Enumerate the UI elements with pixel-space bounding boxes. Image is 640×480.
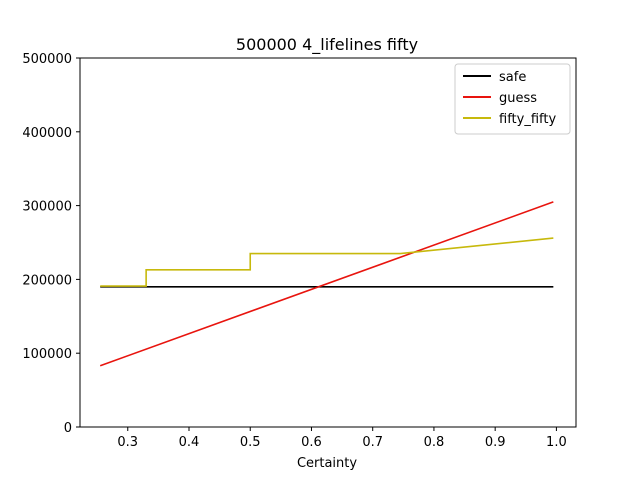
y-tick-label: 400000 <box>22 126 72 141</box>
legend-label-safe: safe <box>499 70 526 85</box>
series-line-fifty_fifty <box>100 237 554 287</box>
y-tick-label: 200000 <box>22 273 72 288</box>
x-tick-label: 0.7 <box>362 435 383 450</box>
plot-area <box>99 201 554 367</box>
x-tick-label: 0.8 <box>424 435 445 450</box>
x-tick-label: 0.6 <box>301 435 322 450</box>
axes: 0.3 0.4 0.5 0.6 0.7 0.8 0.9 1.0 0 100000 200000 300… <box>22 52 577 450</box>
x-tick-label: 0.9 <box>485 435 506 450</box>
legend-box <box>454 63 571 135</box>
x-tick-label: 1.0 <box>546 435 567 450</box>
series-line-guess <box>99 201 554 367</box>
x-tick-label: 0.5 <box>240 435 261 450</box>
legend: safe guess fifty_fifty <box>454 63 571 135</box>
y-tick-label: 100000 <box>22 347 72 362</box>
x-axis-label: Certainty <box>297 456 357 471</box>
y-tick-label: 300000 <box>22 200 72 215</box>
axes-frame <box>79 57 577 428</box>
legend-label-guess: guess <box>499 91 537 106</box>
y-tick-label: 500000 <box>22 52 72 67</box>
legend-label-fifty_fifty: fifty_fifty <box>499 112 556 127</box>
x-tick-label: 0.3 <box>117 435 138 450</box>
y-tick-label: 0 <box>64 421 72 436</box>
chart-title: 500000 4_lifelines fifty <box>236 35 418 55</box>
x-tick-label: 0.4 <box>179 435 200 450</box>
